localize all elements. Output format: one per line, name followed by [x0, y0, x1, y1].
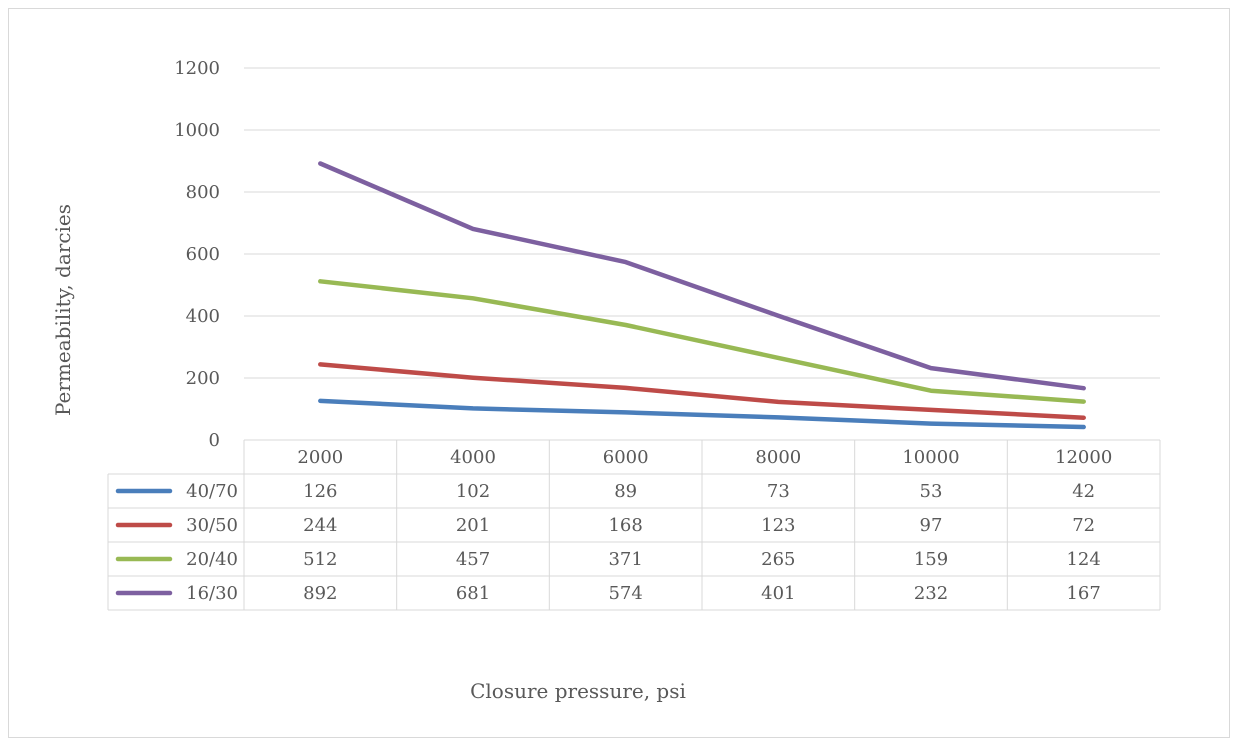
table-cell: 457 [456, 549, 490, 570]
legend-label: 20/40 [186, 549, 238, 570]
table-cell: 72 [1072, 515, 1095, 536]
table-cell: 102 [456, 481, 490, 502]
table-cell: 73 [767, 481, 790, 502]
y-axis-ticks: 0 200 400 600 800 1000 1200 [174, 58, 220, 451]
table-cell: 265 [761, 549, 795, 570]
table-cell: 126 [303, 481, 337, 502]
y-tick-label: 1000 [174, 120, 220, 141]
y-tick-label: 600 [186, 244, 220, 265]
legend-label: 40/70 [186, 481, 238, 502]
series-line-20-40 [318, 279, 1086, 404]
y-tick-label: 200 [186, 368, 220, 389]
gridlines [244, 67, 1160, 441]
series-line-40-70 [318, 398, 1086, 430]
table-cell: 401 [761, 583, 795, 604]
legend-label: 16/30 [186, 583, 238, 604]
table-cell: 124 [1066, 549, 1100, 570]
table-cell: 97 [920, 515, 943, 536]
x-tick-label: 8000 [755, 447, 801, 468]
y-tick-label: 1200 [174, 58, 220, 79]
table-cell: 681 [456, 583, 490, 604]
data-table: 2000 4000 6000 8000 10000 12000 40/70 126 102 89 7… [107, 439, 1161, 611]
table-cell: 232 [914, 583, 948, 604]
table-cell: 892 [303, 583, 337, 604]
x-tick-label: 12000 [1055, 447, 1112, 468]
table-cell: 53 [920, 481, 943, 502]
table-cell: 123 [761, 515, 795, 536]
table-cell: 512 [303, 549, 337, 570]
y-tick-label: 400 [186, 306, 220, 327]
legend-label: 30/50 [186, 515, 238, 536]
table-cell: 159 [914, 549, 948, 570]
series-line-30-50 [318, 362, 1086, 420]
y-tick-label: 0 [209, 430, 220, 451]
series-lines [318, 161, 1086, 430]
x-tick-label: 10000 [902, 447, 959, 468]
series-line-16-30 [318, 161, 1086, 391]
y-axis-title: Permeability, darcies [51, 204, 75, 416]
table-cell: 168 [608, 515, 642, 536]
table-cell: 89 [614, 481, 637, 502]
table-cell: 574 [608, 583, 642, 604]
table-cell: 42 [1072, 481, 1095, 502]
table-cell: 244 [303, 515, 337, 536]
table-cell: 167 [1066, 583, 1100, 604]
table-cell: 371 [608, 549, 642, 570]
y-tick-label: 800 [186, 182, 220, 203]
x-tick-label: 4000 [450, 447, 496, 468]
x-tick-label: 2000 [297, 447, 343, 468]
x-tick-label: 6000 [603, 447, 649, 468]
table-cell: 201 [456, 515, 490, 536]
x-axis-title: Closure pressure, psi [470, 679, 686, 703]
